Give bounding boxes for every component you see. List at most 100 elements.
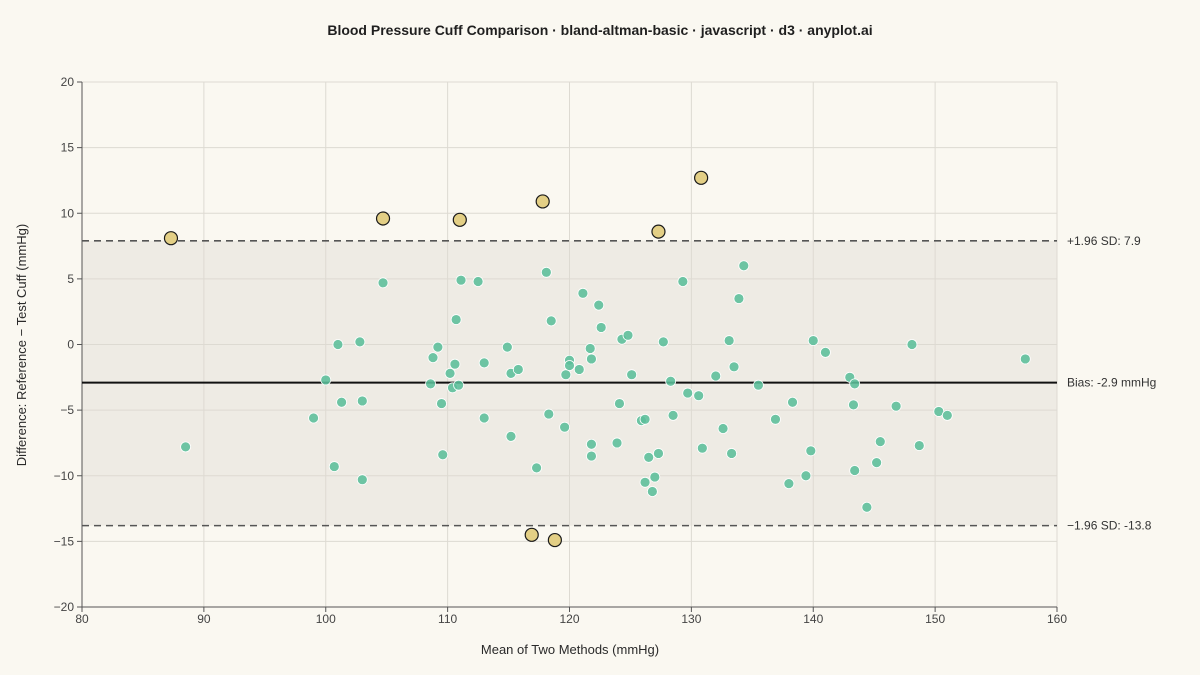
data-point bbox=[753, 379, 764, 391]
data-point bbox=[332, 339, 344, 350]
chart-title: Blood Pressure Cuff Comparison · bland-a… bbox=[327, 22, 872, 38]
data-point bbox=[437, 449, 449, 461]
x-tick-label: 110 bbox=[438, 612, 457, 626]
data-point bbox=[540, 266, 552, 278]
data-point bbox=[723, 335, 735, 346]
data-point bbox=[677, 276, 689, 287]
data-point bbox=[614, 398, 625, 409]
data-point bbox=[783, 478, 795, 490]
data-point bbox=[871, 457, 883, 469]
outlier-point bbox=[535, 194, 550, 209]
data-point bbox=[377, 277, 389, 289]
data-point bbox=[626, 369, 638, 381]
data-point bbox=[800, 470, 812, 482]
data-point bbox=[805, 445, 817, 457]
data-point bbox=[531, 462, 542, 474]
x-tick-label: 100 bbox=[316, 612, 336, 626]
data-point bbox=[820, 346, 831, 358]
data-point bbox=[728, 361, 740, 373]
data-point bbox=[696, 442, 708, 454]
data-point bbox=[436, 398, 447, 409]
data-point bbox=[573, 364, 585, 375]
data-point bbox=[646, 486, 658, 497]
data-point bbox=[649, 471, 661, 483]
data-point bbox=[770, 413, 781, 425]
plot-area: 80 90 100 110 120 130 140 150 160 −20 −15 −10 −5 0 5 10… bbox=[54, 75, 1157, 626]
data-point bbox=[639, 476, 651, 488]
lower-loa-label: −1.96 SD: -13.8 bbox=[1067, 519, 1152, 533]
data-point bbox=[450, 314, 462, 325]
data-point bbox=[308, 412, 319, 424]
y-tick-label: −15 bbox=[54, 534, 75, 548]
x-tick-label: 140 bbox=[803, 612, 823, 626]
data-point bbox=[738, 260, 750, 272]
data-point bbox=[501, 341, 513, 353]
data-point bbox=[180, 441, 191, 453]
outlier-point bbox=[163, 231, 179, 246]
y-tick-label: 0 bbox=[67, 338, 74, 352]
x-tick-label: 80 bbox=[75, 612, 89, 626]
data-point bbox=[622, 329, 634, 341]
outlier-point bbox=[547, 532, 562, 548]
data-point bbox=[586, 450, 597, 462]
x-tick-label: 150 bbox=[925, 612, 945, 626]
data-point bbox=[425, 378, 436, 390]
data-point bbox=[356, 474, 368, 486]
data-point bbox=[849, 378, 861, 390]
y-tick-label: 15 bbox=[61, 141, 75, 155]
data-point bbox=[639, 413, 651, 425]
x-tick-label: 90 bbox=[197, 612, 211, 626]
outlier-point bbox=[524, 527, 539, 542]
data-point bbox=[653, 448, 664, 459]
data-point bbox=[861, 501, 873, 513]
data-point bbox=[559, 421, 571, 433]
data-point bbox=[449, 358, 461, 370]
data-point bbox=[611, 437, 623, 449]
y-tick-label: −10 bbox=[54, 469, 75, 483]
data-point bbox=[665, 375, 677, 387]
data-point bbox=[1019, 353, 1031, 365]
data-point bbox=[545, 315, 557, 327]
data-point bbox=[564, 360, 575, 371]
data-point bbox=[560, 369, 572, 381]
data-point bbox=[726, 448, 737, 459]
data-point bbox=[320, 374, 332, 386]
data-point bbox=[941, 409, 953, 421]
data-point bbox=[906, 339, 918, 350]
data-point bbox=[432, 341, 444, 353]
outlier-point bbox=[694, 170, 709, 185]
data-point bbox=[807, 335, 819, 346]
data-point bbox=[717, 423, 729, 434]
y-tick-label: 5 bbox=[67, 272, 74, 286]
outlier-point bbox=[452, 212, 467, 227]
data-point bbox=[328, 461, 340, 472]
data-point bbox=[512, 364, 524, 375]
data-point bbox=[874, 436, 886, 448]
data-point bbox=[913, 440, 925, 451]
data-point bbox=[848, 399, 859, 411]
data-point bbox=[336, 396, 347, 408]
data-point bbox=[478, 412, 490, 424]
y-tick-label: 10 bbox=[61, 206, 75, 220]
data-point bbox=[693, 390, 705, 402]
data-point bbox=[586, 438, 597, 450]
data-point bbox=[849, 465, 861, 476]
data-point bbox=[595, 322, 607, 333]
data-point bbox=[584, 343, 596, 354]
upper-loa-label: +1.96 SD: 7.9 bbox=[1067, 234, 1141, 248]
data-point bbox=[472, 276, 484, 287]
x-tick-label: 120 bbox=[559, 612, 579, 626]
data-point bbox=[478, 357, 490, 369]
data-point bbox=[455, 274, 467, 286]
y-tick-label: 20 bbox=[61, 75, 75, 89]
data-point bbox=[890, 400, 902, 412]
data-point bbox=[543, 408, 555, 420]
data-point bbox=[586, 353, 597, 365]
y-tick-label: −20 bbox=[54, 600, 75, 614]
x-tick-label: 130 bbox=[681, 612, 701, 626]
data-point bbox=[643, 451, 655, 463]
y-tick-label: −5 bbox=[60, 403, 74, 417]
data-point bbox=[667, 409, 679, 421]
data-point bbox=[657, 336, 669, 348]
